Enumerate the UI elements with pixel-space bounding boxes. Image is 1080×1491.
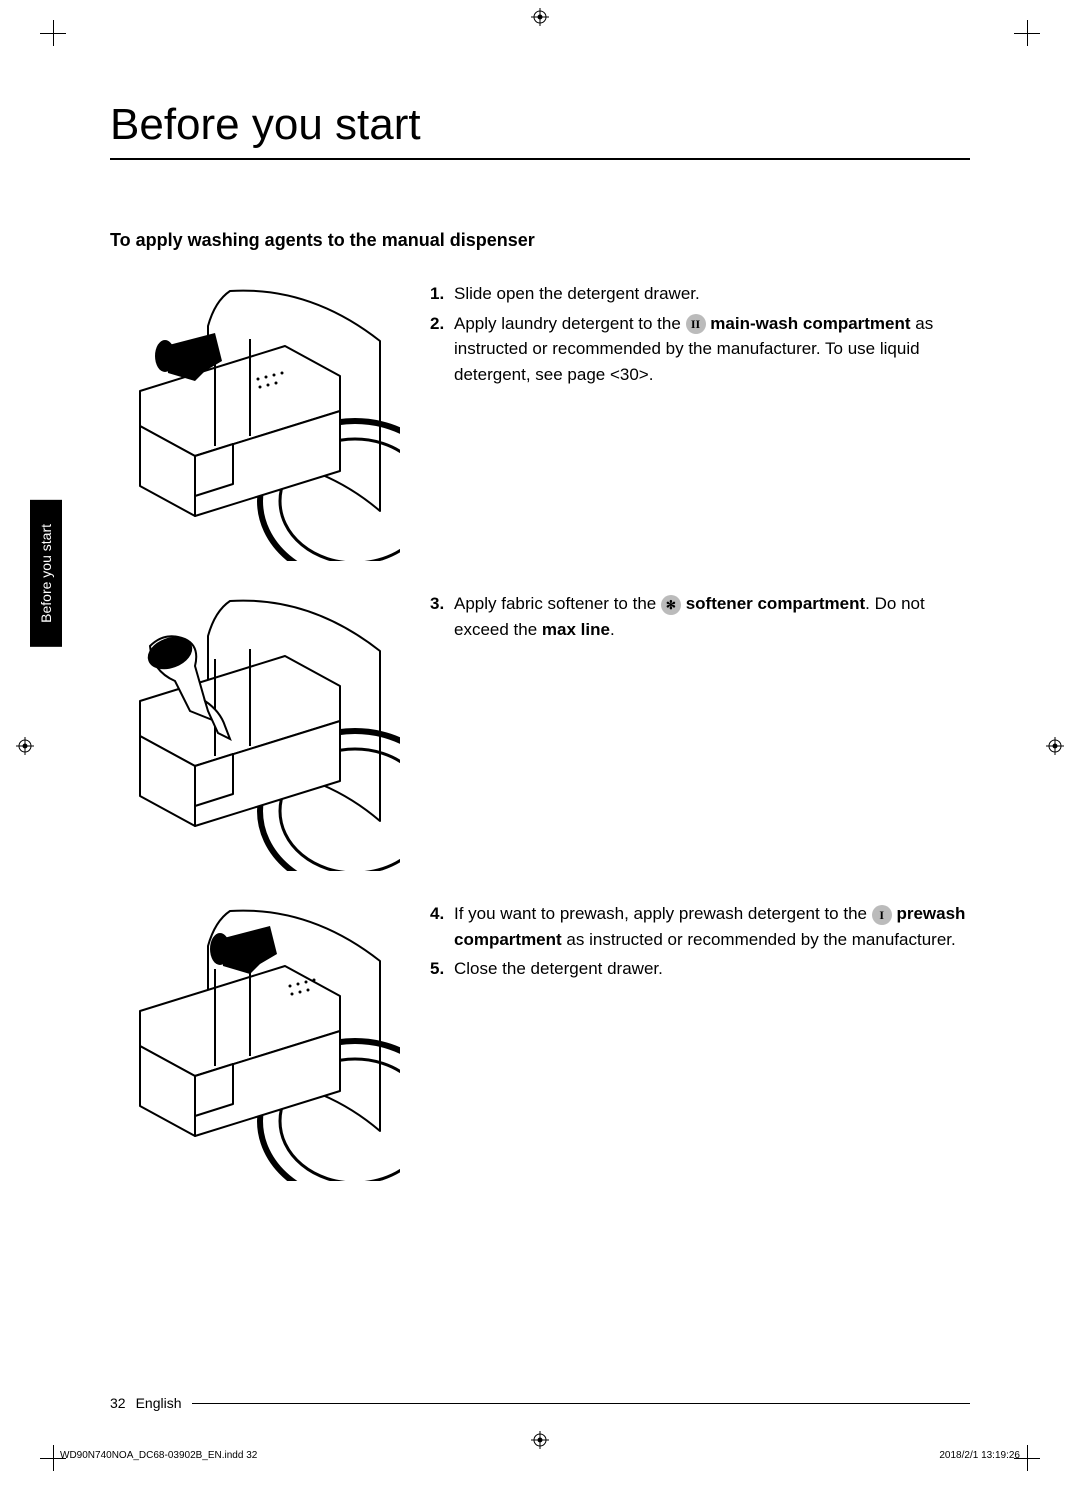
step-2: 2. Apply laundry detergent to the II mai…	[430, 311, 970, 388]
page-footer: 32 English	[110, 1395, 970, 1411]
figure-1	[110, 281, 400, 561]
crop-mark	[40, 20, 66, 46]
page-number: 32	[110, 1395, 126, 1411]
step-3: 3. Apply fabric softener to the ✻ soften…	[430, 591, 970, 642]
step-num: 4.	[430, 901, 454, 952]
step-num: 1.	[430, 281, 454, 307]
side-tab: Before you start	[30, 500, 62, 647]
step-text: Slide open the detergent drawer.	[454, 281, 700, 307]
compartment-II-icon: II	[686, 314, 706, 334]
step-row-2: 3. Apply fabric softener to the ✻ soften…	[110, 591, 970, 871]
softener-icon: ✻	[661, 595, 681, 615]
step-text: Apply fabric softener to the ✻ softener …	[454, 591, 970, 642]
step-4: 4. If you want to prewash, apply prewash…	[430, 901, 970, 952]
step-text: If you want to prewash, apply prewash de…	[454, 901, 970, 952]
steps-3: 4. If you want to prewash, apply prewash…	[430, 901, 970, 986]
page-content: Before you start Before you start To app…	[110, 100, 970, 1411]
step-1: 1. Slide open the detergent drawer.	[430, 281, 970, 307]
compartment-I-icon: I	[872, 905, 892, 925]
section-title: To apply washing agents to the manual di…	[110, 230, 970, 251]
figure-2	[110, 591, 400, 871]
registration-mark	[1046, 737, 1064, 755]
step-num: 5.	[430, 956, 454, 982]
step-row-3: 4. If you want to prewash, apply prewash…	[110, 901, 970, 1181]
page-title: Before you start	[110, 100, 970, 160]
registration-mark	[531, 8, 549, 26]
meta-timestamp: 2018/2/1 13:19:26	[939, 1450, 1020, 1461]
footer-rule	[192, 1403, 971, 1404]
step-text: Close the detergent drawer.	[454, 956, 663, 982]
crop-mark	[1014, 20, 1040, 46]
step-text: Apply laundry detergent to the II main-w…	[454, 311, 970, 388]
footer-language: English	[136, 1395, 182, 1411]
registration-mark	[16, 737, 34, 755]
figure-3	[110, 901, 400, 1181]
step-5: 5. Close the detergent drawer.	[430, 956, 970, 982]
steps-1: 1. Slide open the detergent drawer. 2. A…	[430, 281, 970, 391]
steps-2: 3. Apply fabric softener to the ✻ soften…	[430, 591, 970, 646]
step-num: 3.	[430, 591, 454, 642]
step-num: 2.	[430, 311, 454, 388]
registration-mark	[531, 1431, 549, 1449]
print-meta: WD90N740NOA_DC68-03902B_EN.indd 32 2018/…	[60, 1450, 1020, 1461]
step-row-1: 1. Slide open the detergent drawer. 2. A…	[110, 281, 970, 561]
meta-file: WD90N740NOA_DC68-03902B_EN.indd 32	[60, 1450, 257, 1461]
